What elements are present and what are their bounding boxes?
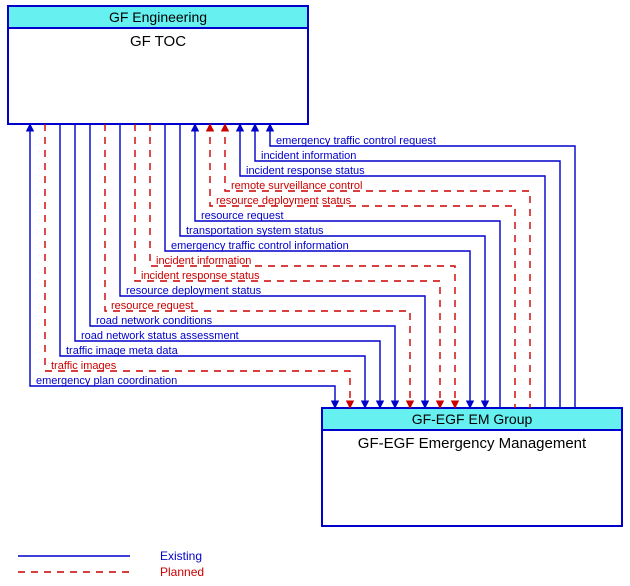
- flow-label: emergency traffic control information: [171, 240, 349, 252]
- flow-label: incident information: [261, 150, 356, 162]
- flow-label: traffic image meta data: [66, 345, 179, 357]
- flow-label: road network status assessment: [81, 330, 239, 342]
- legend: Existing Planned: [18, 549, 204, 579]
- flow-label: emergency plan coordination: [36, 375, 177, 387]
- flow-label: remote surveillance control: [231, 180, 362, 192]
- top-box: GF Engineering GF TOC: [8, 6, 308, 124]
- flow-label: transportation system status: [186, 225, 324, 237]
- legend-existing: Existing: [160, 549, 202, 563]
- flow-label: incident response status: [246, 165, 365, 177]
- bottom-box: GF-EGF EM Group GF-EGF Emergency Manageme…: [322, 408, 622, 526]
- top-title: GF Engineering: [109, 9, 207, 25]
- top-subtitle: GF TOC: [130, 33, 186, 50]
- flow-label: incident response status: [141, 270, 260, 282]
- flow-label: traffic images: [51, 360, 117, 372]
- bottom-title: GF-EGF EM Group: [412, 411, 533, 427]
- flow-label: resource deployment status: [126, 285, 262, 297]
- flow-label: emergency traffic control request: [276, 135, 436, 147]
- flow-label: resource request: [111, 300, 194, 312]
- bottom-subtitle: GF-EGF Emergency Management: [358, 435, 587, 452]
- architecture-diagram: GF EngineeringGF TOCGF-EGF EM GroupGF-EG…: [0, 0, 630, 586]
- flow-label: resource request: [201, 210, 284, 222]
- flow-label: road network conditions: [96, 315, 213, 327]
- flow-label: resource deployment status: [216, 195, 352, 207]
- flow-label: incident information: [156, 255, 251, 267]
- legend-planned: Planned: [160, 565, 204, 579]
